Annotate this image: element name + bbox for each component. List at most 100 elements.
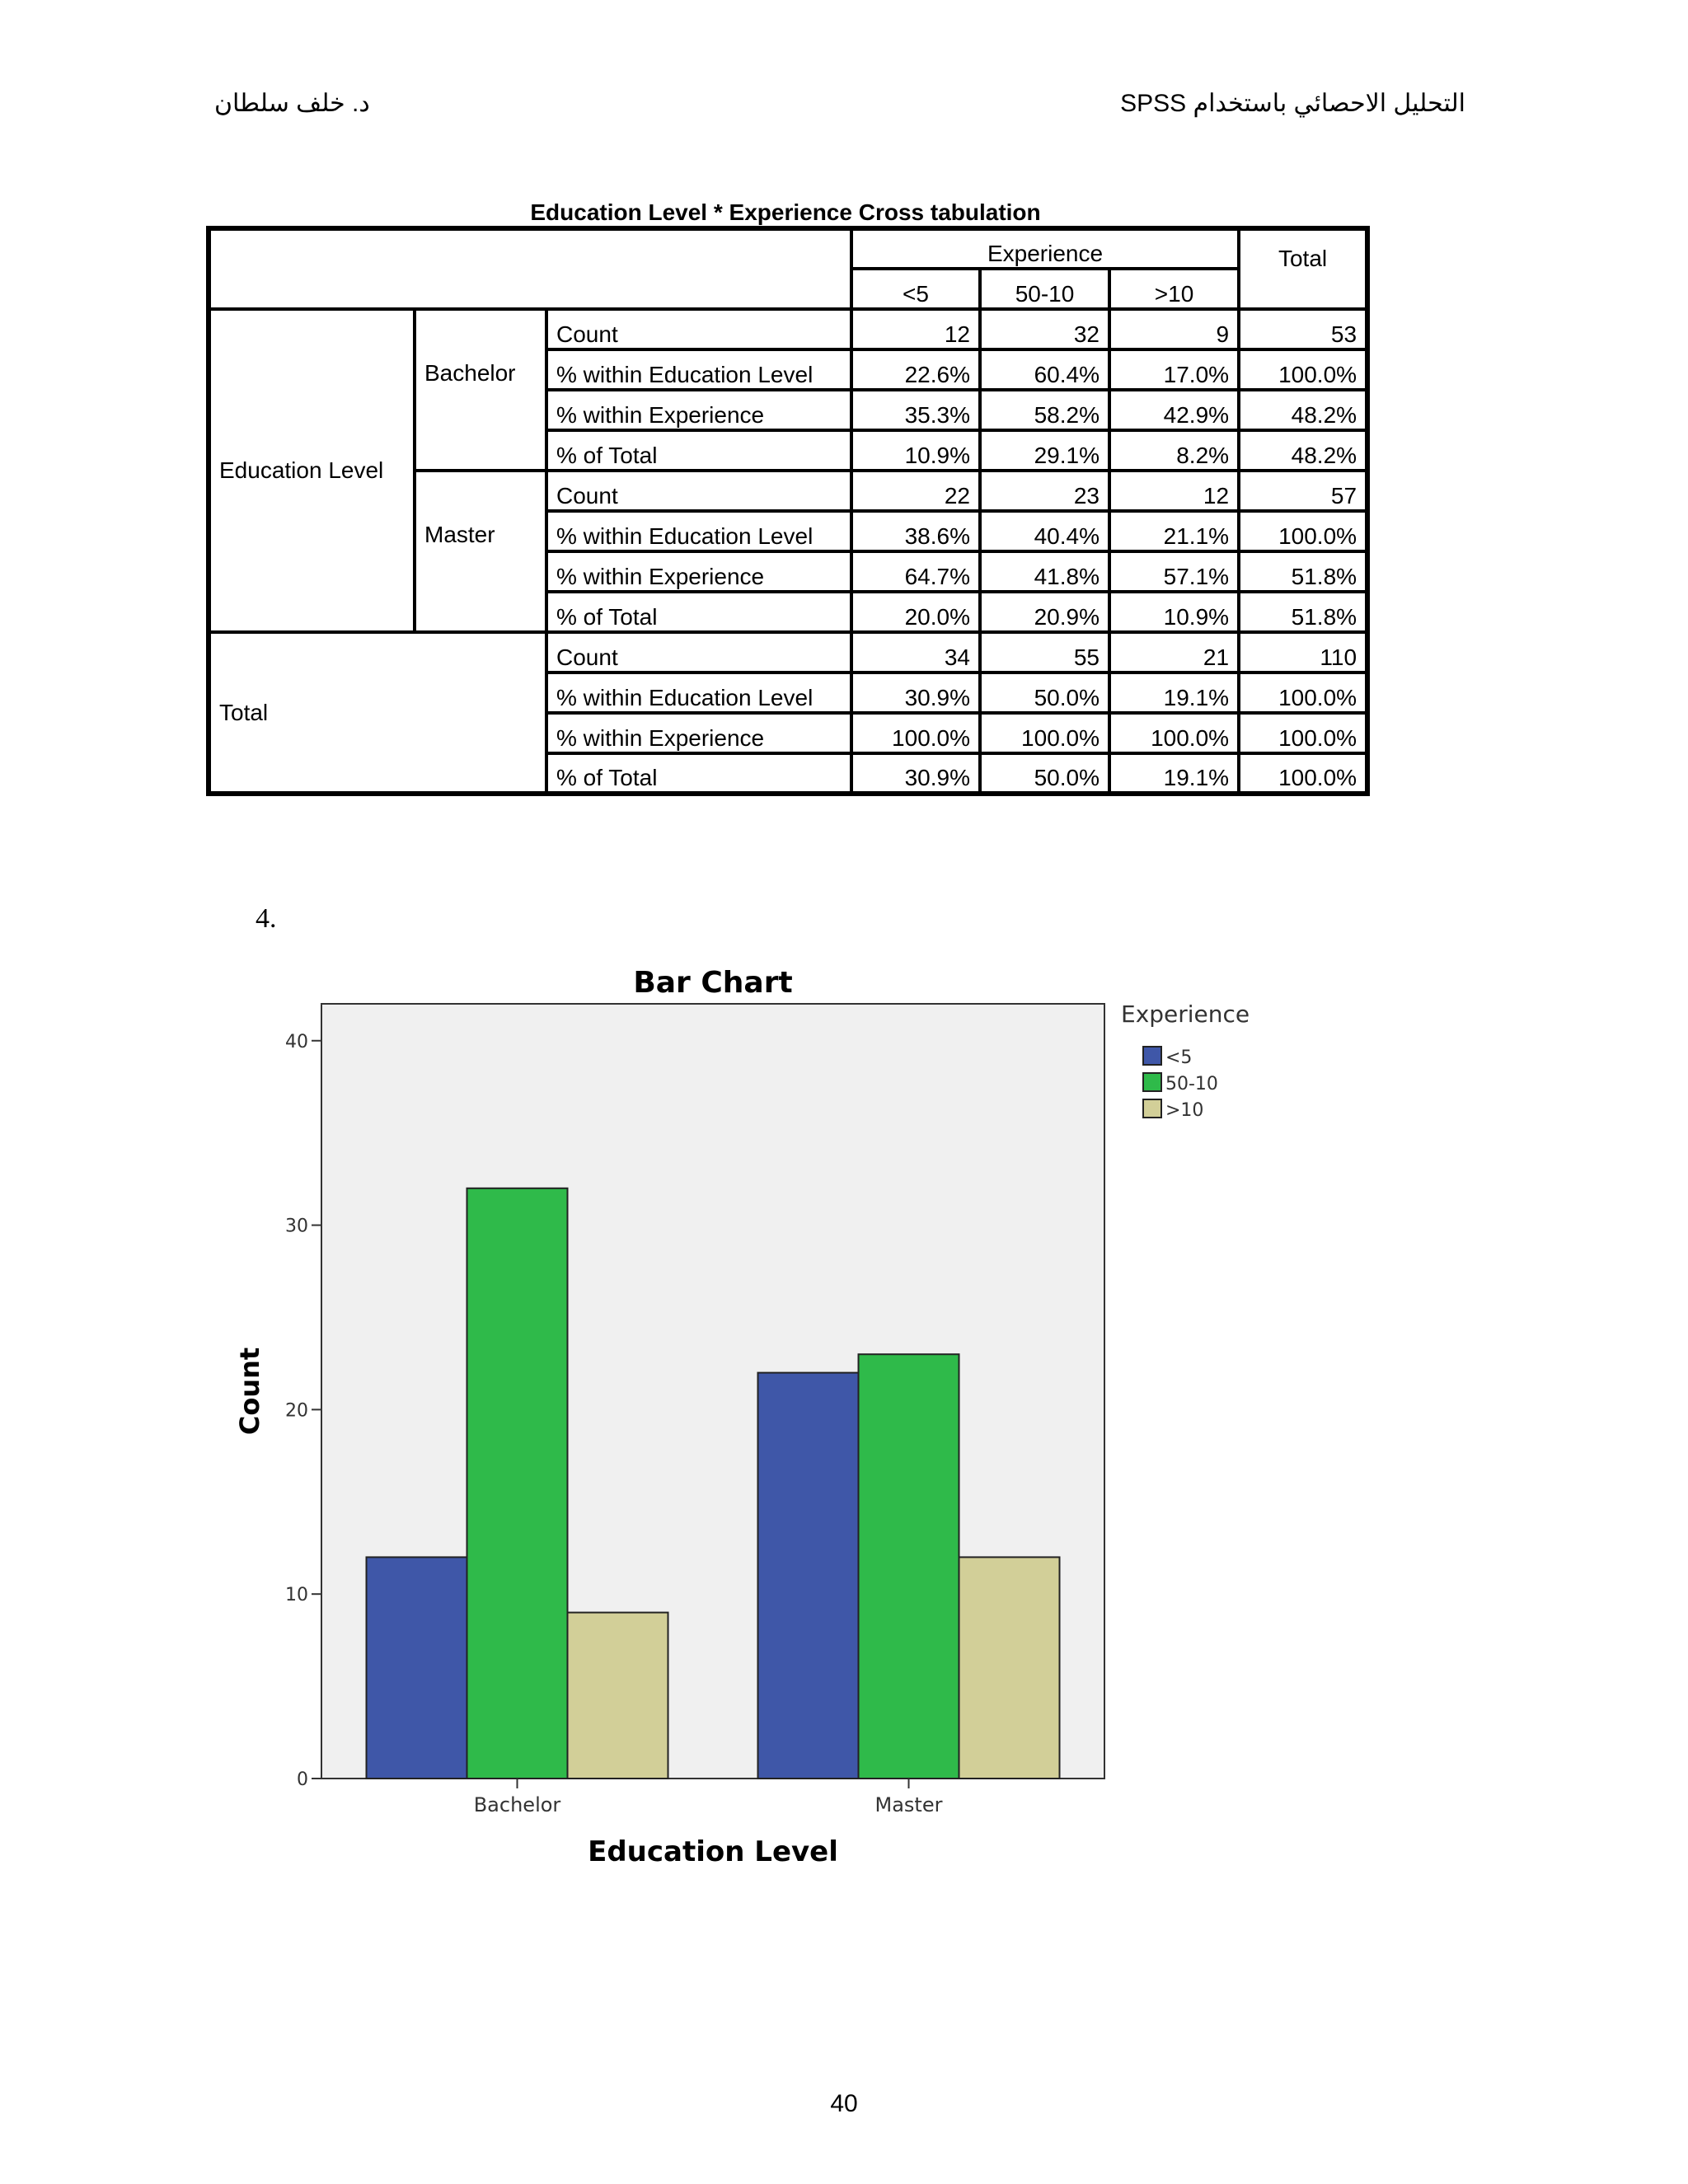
table-cell: 10.9%: [850, 429, 982, 472]
y-tick-label: 0: [297, 1769, 308, 1790]
table-cell: 100.0%: [978, 711, 1112, 755]
table-row: % of Total 20.0% 20.9% 10.9% 51.8%: [209, 590, 1371, 634]
group-label: Bachelor: [413, 307, 548, 472]
legend-swatch: [1142, 1046, 1162, 1066]
table-cell: 50.0%: [978, 671, 1112, 715]
table-cell: 100.0%: [1237, 711, 1371, 755]
table-cell: 64.7%: [850, 550, 982, 593]
stat-label: % of Total: [544, 429, 854, 472]
table-cell: 100.0%: [1237, 509, 1371, 553]
bar-chart: Bar Chart 0 10 20 30 40 Count Bachelor Master Edu…: [223, 956, 1294, 1908]
item-number: 4.: [256, 903, 277, 934]
table-cell: 58.2%: [978, 388, 1112, 432]
legend-label: <5: [1165, 1047, 1192, 1068]
legend-swatch: [1142, 1099, 1162, 1118]
table-cell: 32: [978, 307, 1112, 351]
crosstab-corner-cell: [205, 226, 854, 311]
stat-label: Count: [544, 469, 854, 513]
table-row: % within Experience 35.3% 58.2% 42.9% 48.2%: [209, 388, 1371, 432]
x-axis-label: Education Level: [588, 1835, 838, 1868]
table-cell: 38.6%: [850, 509, 982, 553]
table-cell: 21: [1108, 630, 1241, 674]
total-column-header: Total: [1237, 226, 1371, 311]
bar: [958, 1556, 1061, 1780]
y-tick-label: 40: [285, 1032, 308, 1052]
table-cell: 40.4%: [978, 509, 1112, 553]
table-cell: 100.0%: [1237, 752, 1371, 796]
table-cell: 48.2%: [1237, 388, 1371, 432]
table-row: % of Total 30.9% 50.0% 19.1% 100.0%: [209, 752, 1371, 796]
header-author: د. خلف سلطان: [214, 90, 370, 117]
total-row-header: Total: [206, 630, 548, 796]
y-tick-label: 10: [285, 1585, 308, 1605]
table-cell: 23: [978, 469, 1112, 513]
y-axis-label: Count: [234, 1347, 265, 1435]
table-cell: 48.2%: [1237, 429, 1371, 472]
table-cell: 21.1%: [1108, 509, 1241, 553]
table-row: % of Total 10.9% 29.1% 8.2% 48.2%: [209, 429, 1371, 472]
table-cell: 60.4%: [978, 348, 1112, 391]
stat-label: % within Education Level: [544, 509, 854, 553]
table-row: % within Experience 64.7% 41.8% 57.1% 51.8%: [209, 550, 1371, 593]
table-cell: 30.9%: [850, 671, 982, 715]
table-cell: 100.0%: [850, 711, 982, 755]
group-label: Master: [413, 469, 548, 634]
table-row: % within Education Level 38.6% 40.4% 21.1% 1…: [209, 509, 1371, 553]
legend-label: 50-10: [1165, 1074, 1218, 1094]
crosstab-header-row: Experience Total: [205, 226, 1371, 311]
column-header: 50-10: [978, 267, 1112, 311]
table-cell: 22: [850, 469, 982, 513]
table-cell: 30.9%: [850, 752, 982, 796]
crosstab-title: Education Level * Experience Cross tabul…: [530, 199, 1041, 225]
education-level-row-header: Education Level: [206, 307, 416, 634]
crosstab-subheader-row: <5 50-10 >10: [209, 267, 1367, 311]
crosstab-table: Experience Total <5 50-10 >10 Education Level…: [205, 226, 1371, 796]
chart-title: Bar Chart: [633, 966, 792, 1000]
table-cell: 50.0%: [978, 752, 1112, 796]
bar: [365, 1556, 468, 1780]
stat-label: Count: [544, 307, 854, 351]
table-cell: 51.8%: [1237, 590, 1371, 634]
stat-label: % within Experience: [544, 550, 854, 593]
y-tick-label: 20: [285, 1400, 308, 1421]
table-cell: 100.0%: [1237, 671, 1371, 715]
table-cell: 34: [850, 630, 982, 674]
table-row: % within Experience 100.0% 100.0% 100.0% 100…: [209, 711, 1371, 755]
stat-label: % of Total: [544, 590, 854, 634]
table-cell: 42.9%: [1108, 388, 1241, 432]
table-cell: 100.0%: [1108, 711, 1241, 755]
header-title: التحليل الاحصائي باستخدام SPSS: [1120, 90, 1465, 117]
stat-label: % within Experience: [544, 388, 854, 432]
table-row: % within Education Level 30.9% 50.0% 19.1% 1…: [209, 671, 1371, 715]
legend-title: Experience: [1121, 1001, 1250, 1028]
table-cell: 12: [1108, 469, 1241, 513]
table-cell: 22.6%: [850, 348, 982, 391]
column-header: >10: [1108, 267, 1241, 311]
bar: [466, 1187, 569, 1779]
legend-label: >10: [1165, 1100, 1203, 1121]
x-tick-label: Bachelor: [474, 1793, 561, 1816]
bar: [857, 1353, 960, 1779]
x-tick-label: Master: [875, 1793, 943, 1816]
experience-header: Experience: [850, 226, 1241, 270]
stat-label: % within Education Level: [544, 348, 854, 391]
table-cell: 17.0%: [1108, 348, 1241, 391]
bar: [566, 1611, 669, 1779]
table-cell: 10.9%: [1108, 590, 1241, 634]
stat-label: % of Total: [544, 752, 854, 796]
table-row: Master Count 22 23 12 57: [209, 469, 1371, 634]
legend-swatch: [1142, 1072, 1162, 1092]
table-cell: 20.0%: [850, 590, 982, 634]
table-row: Total Count 34 55 21 110: [206, 630, 1371, 796]
table-cell: 41.8%: [978, 550, 1112, 593]
table-cell: 100.0%: [1237, 348, 1371, 391]
table-row: % within Education Level 22.6% 60.4% 17.0% 1…: [209, 348, 1371, 391]
table-cell: 19.1%: [1108, 752, 1241, 796]
table-cell: 19.1%: [1108, 671, 1241, 715]
page-number: 40: [830, 2090, 858, 2117]
bar: [757, 1371, 860, 1779]
table-cell: 12: [850, 307, 982, 351]
stat-label: Count: [544, 630, 854, 674]
table-cell: 9: [1108, 307, 1241, 351]
stat-label: % within Education Level: [544, 671, 854, 715]
